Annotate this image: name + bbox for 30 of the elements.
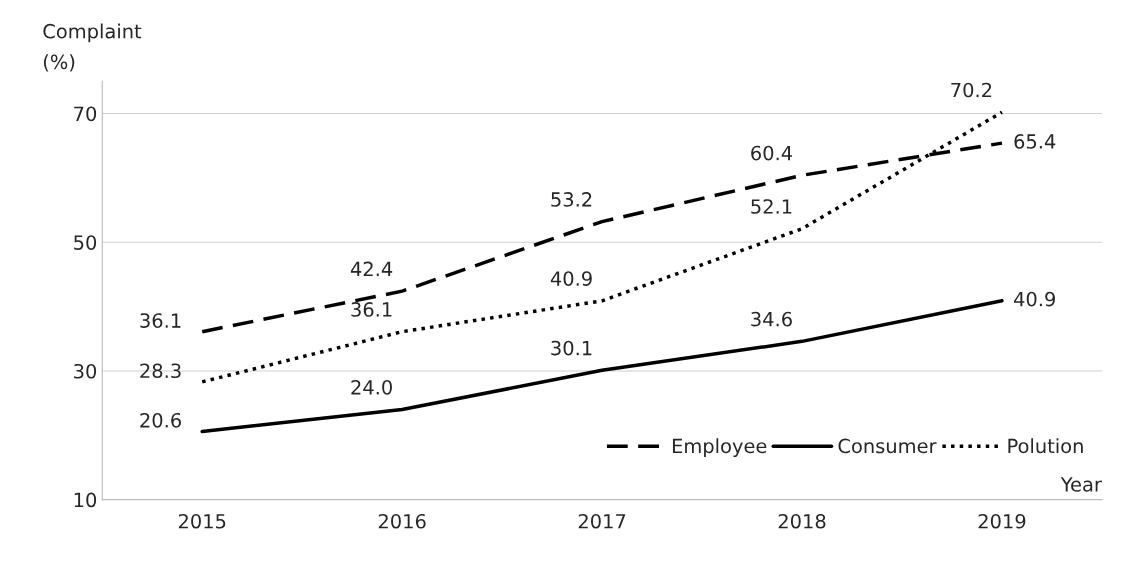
data-label: 42.4 (350, 261, 393, 276)
data-label: 24.0 (351, 379, 392, 395)
x-axis-title: Year (1060, 477, 1102, 492)
x-tick-label: 2016 (378, 513, 426, 529)
legend-label: Polution (1008, 438, 1083, 454)
x-tick-label: 2019 (978, 513, 1026, 529)
data-label: 65.4 (1014, 134, 1056, 149)
data-label: 52.1 (751, 199, 792, 214)
data-label: 70.2 (951, 82, 992, 98)
data-label: 60.4 (751, 145, 793, 161)
data-label: 36.1 (351, 302, 392, 317)
data-label: 53.2 (551, 192, 592, 207)
x-tick-label: 2017 (578, 513, 626, 529)
line-series (200, 299, 1004, 434)
data-label: 34.6 (751, 311, 792, 327)
y-tick-label: 50 (74, 235, 97, 250)
data-label: 40.9 (1014, 291, 1055, 307)
data-label: 30.1 (551, 340, 592, 356)
y-tick-label: 10 (74, 492, 97, 508)
legend-label: Employee (672, 438, 767, 458)
data-label: 28.3 (140, 363, 181, 379)
y-tick-label: 70 (74, 106, 97, 122)
x-tick-label: 2015 (178, 513, 226, 529)
legend-label: Consumer (838, 438, 937, 454)
data-label: 20.6 (140, 412, 181, 428)
y-axis-title: Complaint (%) (43, 23, 142, 72)
y-tick-label: 30 (74, 363, 97, 379)
data-label: 40.9 (550, 271, 592, 286)
data-label: 36.1 (140, 313, 181, 328)
x-tick-label: 2018 (778, 513, 826, 529)
